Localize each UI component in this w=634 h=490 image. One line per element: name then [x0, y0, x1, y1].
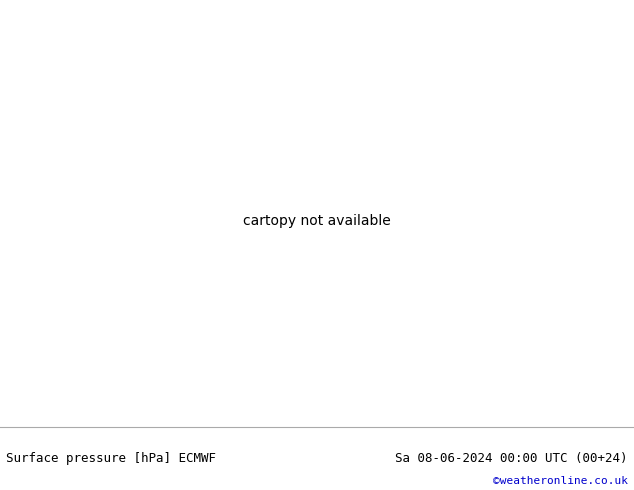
Text: Sa 08-06-2024 00:00 UTC (00+24): Sa 08-06-2024 00:00 UTC (00+24)	[395, 452, 628, 465]
Text: Surface pressure [hPa] ECMWF: Surface pressure [hPa] ECMWF	[6, 452, 216, 465]
Text: ©weatheronline.co.uk: ©weatheronline.co.uk	[493, 476, 628, 486]
Text: cartopy not available: cartopy not available	[243, 214, 391, 227]
